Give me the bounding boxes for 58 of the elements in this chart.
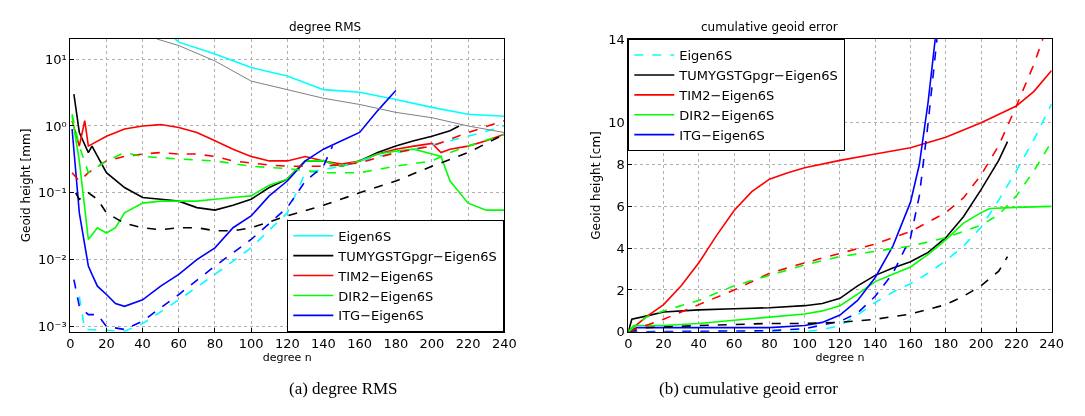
legend-label: ITG−Eigen6S xyxy=(679,127,765,143)
x-tick-label: 220 xyxy=(1003,336,1029,352)
legend-label: TIM2−Eigen6S xyxy=(678,87,775,103)
x-tick-label: 60 xyxy=(170,336,188,352)
legend-label: DIR2−Eigen6S xyxy=(679,107,775,123)
x-tick-label: 180 xyxy=(383,336,409,352)
x-tick-label: 20 xyxy=(98,336,115,352)
x-tick-label: 240 xyxy=(1039,336,1065,352)
y-tick-label: 8 xyxy=(616,157,625,173)
line-series xyxy=(71,119,505,182)
x-tick-label: 140 xyxy=(311,336,336,352)
line-series xyxy=(78,125,505,332)
x-tick-label: 220 xyxy=(455,336,481,352)
y-tick-label: 2 xyxy=(616,282,625,298)
x-tick-label: 40 xyxy=(690,336,708,352)
x-tick-label: 100 xyxy=(238,336,264,352)
y-tick-label: 10⁰ xyxy=(44,118,67,134)
x-axis-title: degree n xyxy=(815,351,865,365)
x-tick-label: 80 xyxy=(206,336,224,352)
y-axis-title: Geoid height [cm] xyxy=(589,131,604,240)
x-tick-label: 200 xyxy=(968,336,994,352)
y-axis-title: Geoid height [mm] xyxy=(19,128,34,243)
x-tick-label: 240 xyxy=(491,336,517,352)
x-tick-label: 160 xyxy=(347,336,373,352)
y-tick-label: 14 xyxy=(608,31,625,47)
x-axis-title: degree n xyxy=(262,351,312,365)
chart-title: cumulative geoid error xyxy=(701,20,838,34)
legend-label: Eigen6S xyxy=(338,228,392,244)
x-tick-label: 80 xyxy=(761,336,778,352)
legend-label: TIM2−Eigen6S xyxy=(337,268,434,284)
y-tick-label: 10⁻³ xyxy=(38,318,67,334)
text: (b) cumulative geoid error xyxy=(659,379,839,398)
x-tick-label: 140 xyxy=(862,336,888,352)
x-tick-label: 120 xyxy=(827,336,853,352)
x-tick-label: 20 xyxy=(655,336,672,352)
x-tick-label: 180 xyxy=(933,336,959,352)
y-tick-label: 4 xyxy=(616,240,625,256)
x-tick-label: 100 xyxy=(792,336,818,352)
chart-title: degree RMS xyxy=(289,20,362,34)
legend-label: ITG−Eigen6S xyxy=(338,308,424,324)
x-tick-label: 60 xyxy=(725,336,743,352)
legend-label: Eigen6S xyxy=(679,48,733,64)
y-tick-label: 6 xyxy=(616,198,625,214)
x-tick-label: 40 xyxy=(134,336,151,352)
y-tick-label: 10⁻¹ xyxy=(38,185,67,201)
line-series xyxy=(174,39,505,118)
y-tick-label: 10 xyxy=(608,115,625,131)
legend-label: TUMYGSTGpgr−Eigen6S xyxy=(337,248,497,264)
text: (a) degree RMS xyxy=(289,379,398,398)
legend-label: TUMYGSTGpgr−Eigen6S xyxy=(678,68,838,83)
x-tick-label: 200 xyxy=(419,336,445,352)
y-tick-label: 10¹ xyxy=(44,51,67,67)
line-series xyxy=(156,39,505,133)
y-tick-label: 0 xyxy=(616,324,625,340)
legend-label: DIR2−Eigen6S xyxy=(338,288,434,304)
x-tick-label: 160 xyxy=(898,336,923,352)
x-tick-label: 120 xyxy=(274,336,300,352)
y-tick-label: 10⁻² xyxy=(38,252,67,268)
